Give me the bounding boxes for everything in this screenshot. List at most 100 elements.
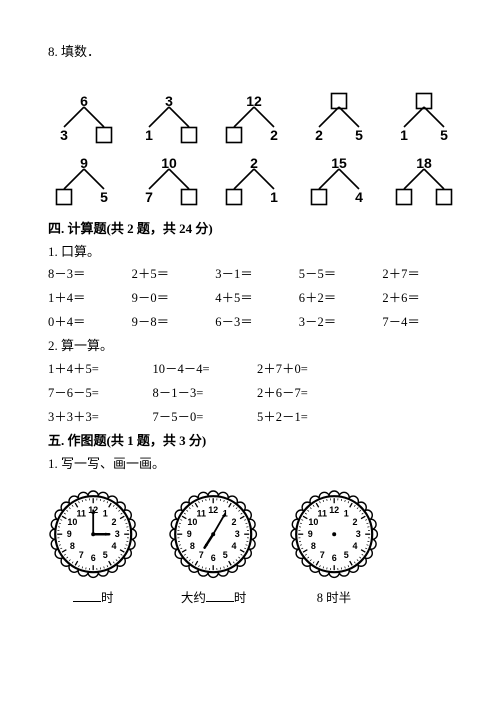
svg-text:12: 12 [209,505,219,515]
svg-text:2: 2 [232,517,237,527]
svg-text:1: 1 [103,508,108,518]
expression: 0＋4＝ [48,312,126,332]
svg-text:3: 3 [165,93,173,109]
expression: 1＋4＋5= [48,359,147,379]
sec4-q1-label: 1. 口算。 [48,242,460,263]
svg-text:5: 5 [355,127,363,143]
number-bond: 25 [303,89,375,145]
svg-text:1: 1 [270,189,278,205]
svg-text:11: 11 [76,508,86,518]
expression: 9－0＝ [132,288,210,308]
expression: 6－3＝ [215,312,293,332]
number-bond: 12 2 [218,89,290,145]
expression: 3－2＝ [299,312,377,332]
svg-text:15: 15 [331,155,347,171]
svg-text:5: 5 [100,189,108,205]
expression: 7－5－0= [153,407,252,427]
expression: 1＋4＝ [48,288,126,308]
svg-text:2: 2 [250,155,258,171]
svg-text:3: 3 [355,529,360,539]
svg-text:2: 2 [270,127,278,143]
clock: 123456789101112时 [48,489,138,608]
svg-text:8: 8 [190,541,195,551]
sec4-q2-label: 2. 算一算。 [48,336,460,357]
svg-text:4: 4 [352,541,357,551]
svg-text:7: 7 [319,550,324,560]
svg-text:11: 11 [317,508,327,518]
svg-text:5: 5 [343,550,348,560]
kousuan-grid: 8－3＝2＋5＝3－1＝5－5＝2＋7＝1＋4＝9－0＝4＋5＝6＋2＝2＋6＝… [48,264,460,332]
svg-text:6: 6 [211,553,216,563]
expression: 7－6－5= [48,383,147,403]
svg-text:6: 6 [331,553,336,563]
svg-text:9: 9 [307,529,312,539]
svg-text:3: 3 [235,529,240,539]
svg-text:3: 3 [115,529,120,539]
expression: 2＋6－7= [257,383,356,403]
svg-text:10: 10 [67,517,77,527]
sec5-q1-label: 1. 写一写、画一画。 [48,454,460,475]
clock-caption: 8 时半 [289,588,379,608]
svg-text:2: 2 [315,127,323,143]
bonds-row-2: 951072115418 [48,151,460,207]
expression: 6＋2＝ [299,288,377,308]
svg-text:4: 4 [232,541,237,551]
svg-text:12: 12 [246,93,262,109]
svg-text:1: 1 [145,127,153,143]
expression: 3＋3＋3= [48,407,147,427]
number-bond: 15 4 [303,151,375,207]
suanyisuan-grid: 1＋4＋5=10－4－4=2＋7＋0=7－6－5=8－1－3=2＋6－7=3＋3… [48,359,460,427]
svg-text:10: 10 [188,517,198,527]
expression: 5＋2－1= [257,407,356,427]
expression: 5－5＝ [299,264,377,284]
expression: 8－3＝ [48,264,126,284]
svg-text:9: 9 [187,529,192,539]
svg-text:1: 1 [343,508,348,518]
number-bond: 95 [48,151,120,207]
svg-text:6: 6 [91,553,96,563]
svg-text:5: 5 [223,550,228,560]
svg-text:5: 5 [440,127,448,143]
svg-text:8: 8 [311,541,316,551]
svg-text:10: 10 [161,155,177,171]
svg-text:7: 7 [79,550,84,560]
fill-blank[interactable] [206,601,234,602]
svg-text:9: 9 [67,529,72,539]
q8-label: 8. 填数． [48,42,460,63]
number-bond: 63 [48,89,120,145]
section5-heading: 五. 作图题(共 1 题，共 3 分) [48,431,460,452]
bonds-row-1: 63311222515 [48,89,460,145]
expression: 10－4－4= [153,359,252,379]
number-bond: 18 [388,151,460,207]
clock: 1234567891011128 时半 [289,489,379,608]
expression: 2＋7＝ [382,264,460,284]
svg-text:7: 7 [145,189,153,205]
svg-text:11: 11 [197,508,207,518]
svg-text:18: 18 [416,155,432,171]
svg-text:12: 12 [329,505,339,515]
svg-text:10: 10 [308,517,318,527]
expression: 4＋5＝ [215,288,293,308]
clock: 123456789101112大约时 [168,489,258,608]
svg-text:4: 4 [111,541,116,551]
svg-text:3: 3 [60,127,68,143]
fill-blank[interactable] [73,601,101,602]
svg-text:1: 1 [400,127,408,143]
expression: 3－1＝ [215,264,293,284]
svg-text:6: 6 [80,93,88,109]
number-bond: 21 [218,151,290,207]
section4-heading: 四. 计算题(共 2 题，共 24 分) [48,219,460,240]
expression: 8－1－3= [153,383,252,403]
clocks-row: 123456789101112时123456789101112大约时123456… [48,489,460,608]
svg-text:2: 2 [352,517,357,527]
number-bond: 31 [133,89,205,145]
expression: 7－4＝ [382,312,460,332]
svg-text:8: 8 [70,541,75,551]
svg-text:4: 4 [355,189,363,205]
svg-text:2: 2 [111,517,116,527]
svg-text:5: 5 [103,550,108,560]
svg-text:9: 9 [80,155,88,171]
svg-text:7: 7 [199,550,204,560]
number-bond: 15 [388,89,460,145]
expression: 9－8＝ [132,312,210,332]
